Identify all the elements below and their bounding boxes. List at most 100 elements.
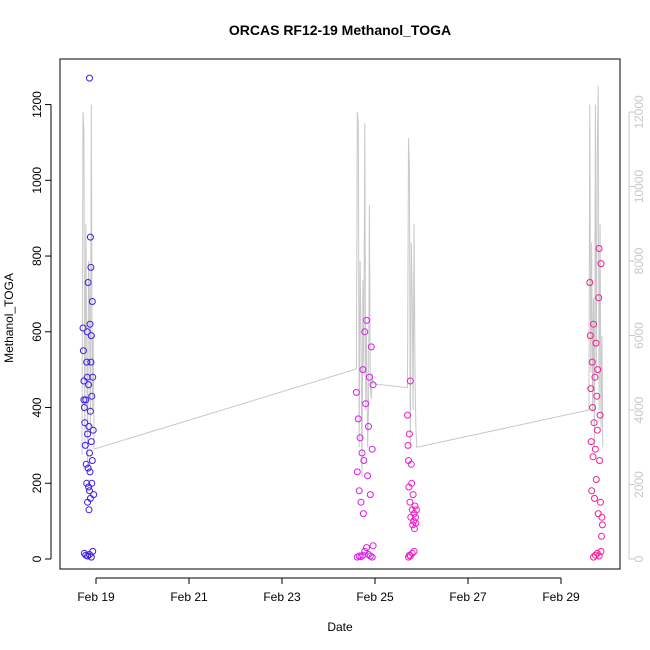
data-point: [85, 506, 93, 514]
data-point: [84, 464, 92, 472]
data-point: [404, 441, 412, 449]
data-point: [85, 423, 93, 430]
data-point: [80, 396, 88, 404]
data-point: [87, 358, 95, 366]
data-point: [408, 479, 416, 487]
y2-tick-label: 8000: [632, 247, 646, 274]
secondary-series-line: [81, 85, 604, 478]
y2-tick-label: 0: [632, 555, 646, 562]
data-point: [592, 339, 600, 347]
x-tick-label: Feb 27: [449, 590, 487, 604]
y2-tick-label: 12000: [632, 95, 646, 129]
data-point: [364, 472, 372, 480]
data-point: [89, 426, 97, 434]
series-RF14: [404, 377, 420, 561]
data-point: [88, 298, 96, 305]
data-point: [598, 532, 605, 540]
y-tick-label: 200: [30, 473, 44, 493]
data-point: [362, 400, 370, 408]
data-point: [80, 404, 88, 411]
data-point: [361, 328, 369, 336]
data-point: [369, 542, 377, 550]
y2-tick-label: 10000: [632, 169, 646, 203]
data-point: [86, 233, 94, 241]
data-point: [358, 449, 366, 457]
data-point: [86, 468, 94, 476]
x-axis-label: Date: [327, 620, 353, 634]
data-point: [79, 347, 87, 355]
data-point: [84, 430, 92, 438]
data-point: [86, 74, 93, 82]
data-point: [410, 517, 418, 525]
data-point: [411, 525, 418, 533]
data-point: [407, 460, 415, 468]
data-point: [82, 460, 90, 468]
data-point: [588, 358, 596, 366]
data-point: [409, 491, 417, 499]
data-point: [595, 552, 603, 560]
data-point: [587, 438, 595, 446]
data-point: [591, 445, 599, 453]
axes-layer: Feb 19 Feb 21 Feb 23 Feb 25 Feb 27 Feb 29 0 200…: [30, 91, 646, 604]
data-point: [597, 498, 604, 506]
data-point: [353, 468, 361, 476]
data-point: [368, 553, 376, 561]
y-tick-label: 1200: [30, 91, 44, 118]
y-tick-label: 0: [30, 555, 44, 562]
points-layer: [79, 74, 606, 561]
data-point: [352, 388, 360, 396]
data-point: [84, 279, 92, 286]
data-point: [88, 479, 96, 487]
data-point: [589, 453, 597, 461]
data-point: [594, 366, 602, 374]
data-point: [590, 320, 597, 328]
y-tick-label: 1000: [30, 167, 44, 194]
y2-tick-label: 6000: [632, 322, 646, 349]
y-tick-label: 800: [30, 246, 44, 266]
data-point: [85, 381, 93, 389]
data-point: [412, 519, 420, 527]
series-RF12: [79, 74, 98, 561]
data-point: [359, 366, 367, 374]
data-point: [597, 260, 605, 268]
plot-frame: [59, 58, 621, 570]
data-point: [86, 487, 93, 495]
data-point: [594, 510, 602, 518]
data-point: [357, 553, 365, 561]
series-RF15: [586, 245, 606, 561]
data-point: [586, 332, 594, 340]
data-point: [406, 498, 414, 506]
data-point: [412, 506, 420, 514]
data-point: [83, 328, 91, 336]
data-point: [363, 316, 371, 324]
y-tick-label: 600: [30, 321, 44, 341]
data-point: [593, 426, 601, 434]
data-point: [360, 457, 368, 464]
data-point: [596, 457, 604, 464]
data-point: [366, 491, 374, 499]
data-point: [88, 457, 96, 464]
y-axis-label: Methanol_TOGA: [2, 273, 16, 363]
data-point: [90, 491, 98, 499]
x-tick-label: Feb 25: [356, 590, 394, 604]
data-point: [355, 487, 363, 495]
data-point: [598, 513, 606, 521]
data-point: [592, 476, 600, 483]
data-point: [365, 373, 373, 381]
data-point: [84, 552, 92, 560]
data-point: [598, 521, 606, 529]
data-point: [81, 419, 89, 427]
data-point: [596, 411, 604, 419]
data-point: [359, 510, 367, 518]
data-point: [88, 392, 96, 400]
y2-tick-label: 4000: [632, 396, 646, 423]
data-point: [590, 419, 598, 427]
data-point: [597, 547, 605, 555]
data-point: [591, 373, 599, 381]
data-point: [83, 479, 91, 487]
data-point: [410, 510, 418, 518]
data-point: [87, 263, 95, 271]
y-tick-label: 400: [30, 397, 44, 417]
data-point: [79, 324, 87, 332]
